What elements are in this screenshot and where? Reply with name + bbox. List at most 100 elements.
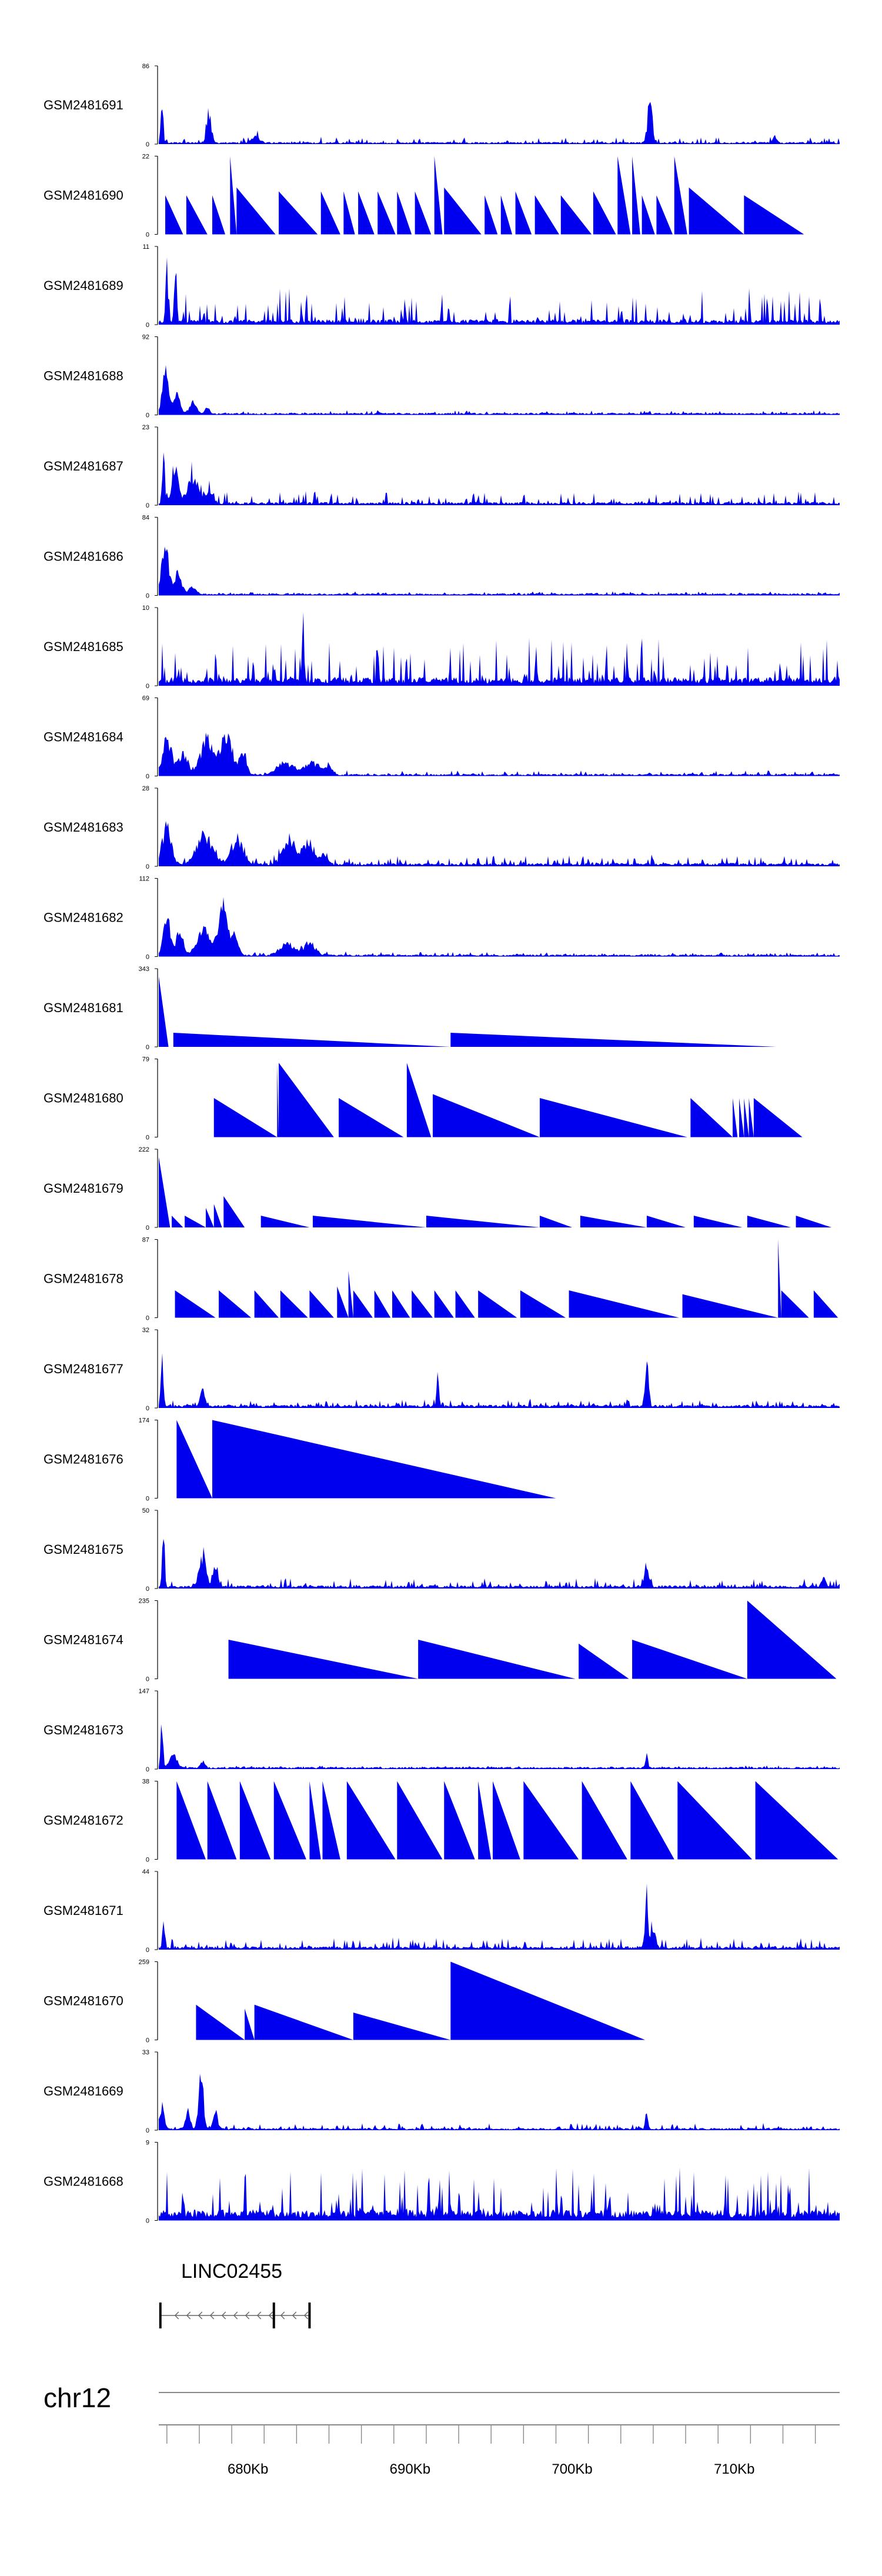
y-max-label: 343 [139, 966, 149, 973]
gene-label: LINC02455 [181, 2260, 282, 2283]
strand-arrow [268, 2311, 273, 2320]
y-max-label: 112 [139, 876, 149, 883]
track-GSM2481671: GSM2481671 44 0 [44, 1868, 840, 1954]
signal-triangle [796, 1216, 832, 1227]
signal-triangle [348, 1270, 353, 1318]
track-label: GSM2481674 [44, 1633, 123, 1647]
signal-triangle [185, 1216, 206, 1227]
y-min-label: 0 [146, 1947, 149, 1954]
signal-triangle [579, 1643, 629, 1679]
signal-triangle [432, 1094, 540, 1137]
track-GSM2481677: GSM2481677 32 0 [44, 1327, 840, 1412]
track-label: GSM2481685 [44, 639, 123, 654]
signal-triangle [444, 1781, 475, 1860]
track-GSM2481680: GSM2481680 79 0 [44, 1056, 803, 1142]
y-max-label: 10 [142, 605, 149, 612]
y-max-label: 174 [139, 1417, 149, 1424]
signal-triangle [434, 1290, 454, 1318]
signal-triangle [778, 1239, 781, 1318]
strand-arrow [186, 2311, 191, 2320]
signal-triangle [580, 1216, 647, 1227]
y-min-label: 0 [146, 322, 149, 329]
signal-triangle [689, 187, 744, 235]
signal-area [159, 546, 840, 596]
signal-triangle [753, 1098, 803, 1137]
y-max-label: 79 [142, 1056, 149, 1063]
track-label: GSM2481675 [44, 1542, 123, 1557]
strand-arrow [280, 2311, 285, 2320]
signal-area [159, 1883, 840, 1950]
strand-arrow [292, 2311, 297, 2320]
y-max-label: 222 [139, 1146, 149, 1153]
x-tick-label: 690Kb [390, 2461, 430, 2477]
signal-triangle [747, 1600, 837, 1679]
signal-triangle [254, 2004, 353, 2040]
signal-triangle [212, 1420, 556, 1499]
signal-triangle [632, 1640, 747, 1679]
signal-area [159, 2167, 840, 2221]
signal-triangle [353, 1290, 373, 1318]
track-label: GSM2481680 [44, 1091, 123, 1106]
signal-triangle [674, 156, 687, 235]
signal-triangle [485, 195, 498, 235]
signal-triangle [279, 1063, 334, 1137]
chromosome-axis: chr12 680Kb 690Kb 700Kb 710Kb [44, 2383, 840, 2477]
signal-triangle [309, 1781, 321, 1860]
track-GSM2481681: GSM2481681 343 0 [44, 966, 777, 1051]
y-min-label: 0 [146, 954, 149, 961]
signal-triangle [646, 1216, 686, 1227]
signal-triangle [733, 1098, 738, 1137]
signal-area [159, 1353, 840, 1408]
track-GSM2481670: GSM2481670 259 0 [44, 1959, 646, 2044]
y-max-label: 84 [142, 515, 149, 522]
signal-triangle [279, 191, 318, 235]
y-min-label: 0 [146, 683, 149, 690]
signal-triangle [260, 1216, 310, 1227]
signal-triangle [478, 1290, 517, 1318]
signal-triangle [172, 1216, 183, 1227]
signal-triangle [426, 1216, 540, 1227]
y-max-label: 44 [142, 1868, 149, 1876]
signal-triangle [312, 1216, 426, 1227]
signal-triangle [273, 1781, 306, 1860]
x-tick-label: 680Kb [228, 2461, 268, 2477]
signal-triangle [744, 195, 804, 235]
signal-area [159, 897, 840, 957]
signal-triangle [406, 1063, 432, 1137]
signal-triangle [582, 1781, 627, 1860]
signal-area [159, 102, 840, 144]
signal-triangle [245, 2008, 255, 2040]
signal-triangle [534, 195, 560, 235]
signal-triangle [412, 1290, 433, 1318]
signal-triangle [397, 1781, 443, 1860]
signal-triangle [277, 1063, 279, 1137]
track-GSM2481676: GSM2481676 174 0 [44, 1417, 556, 1503]
signal-triangle [346, 1781, 396, 1860]
y-min-label: 0 [146, 1315, 149, 1322]
track-GSM2481678: GSM2481678 87 0 [44, 1237, 838, 1322]
track-label: GSM2481679 [44, 1181, 123, 1196]
signal-triangle [813, 1290, 838, 1318]
signal-triangle [322, 1781, 340, 1860]
track-GSM2481673: GSM2481673 147 0 [44, 1688, 840, 1773]
y-min-label: 0 [146, 232, 149, 239]
signal-triangle [196, 2004, 245, 2040]
signal-triangle [520, 1290, 566, 1318]
y-min-label: 0 [146, 773, 149, 780]
y-min-label: 0 [146, 863, 149, 870]
track-GSM2481682: GSM2481682 112 0 [44, 876, 840, 961]
signal-triangle [747, 1216, 791, 1227]
signal-triangle [492, 1781, 520, 1860]
signal-triangle [749, 1098, 754, 1137]
signal-area [159, 365, 840, 415]
signal-area [159, 820, 840, 866]
gene-exon [272, 2303, 275, 2328]
y-min-label: 0 [146, 2218, 149, 2225]
signal-triangle [739, 1098, 744, 1137]
track-label: GSM2481682 [44, 910, 123, 925]
track-GSM2481689: GSM2481689 11 0 [44, 243, 840, 329]
signal-triangle [397, 191, 412, 235]
signal-triangle [186, 195, 208, 235]
signal-area [159, 1724, 840, 1769]
track-label: GSM2481681 [44, 1000, 123, 1015]
